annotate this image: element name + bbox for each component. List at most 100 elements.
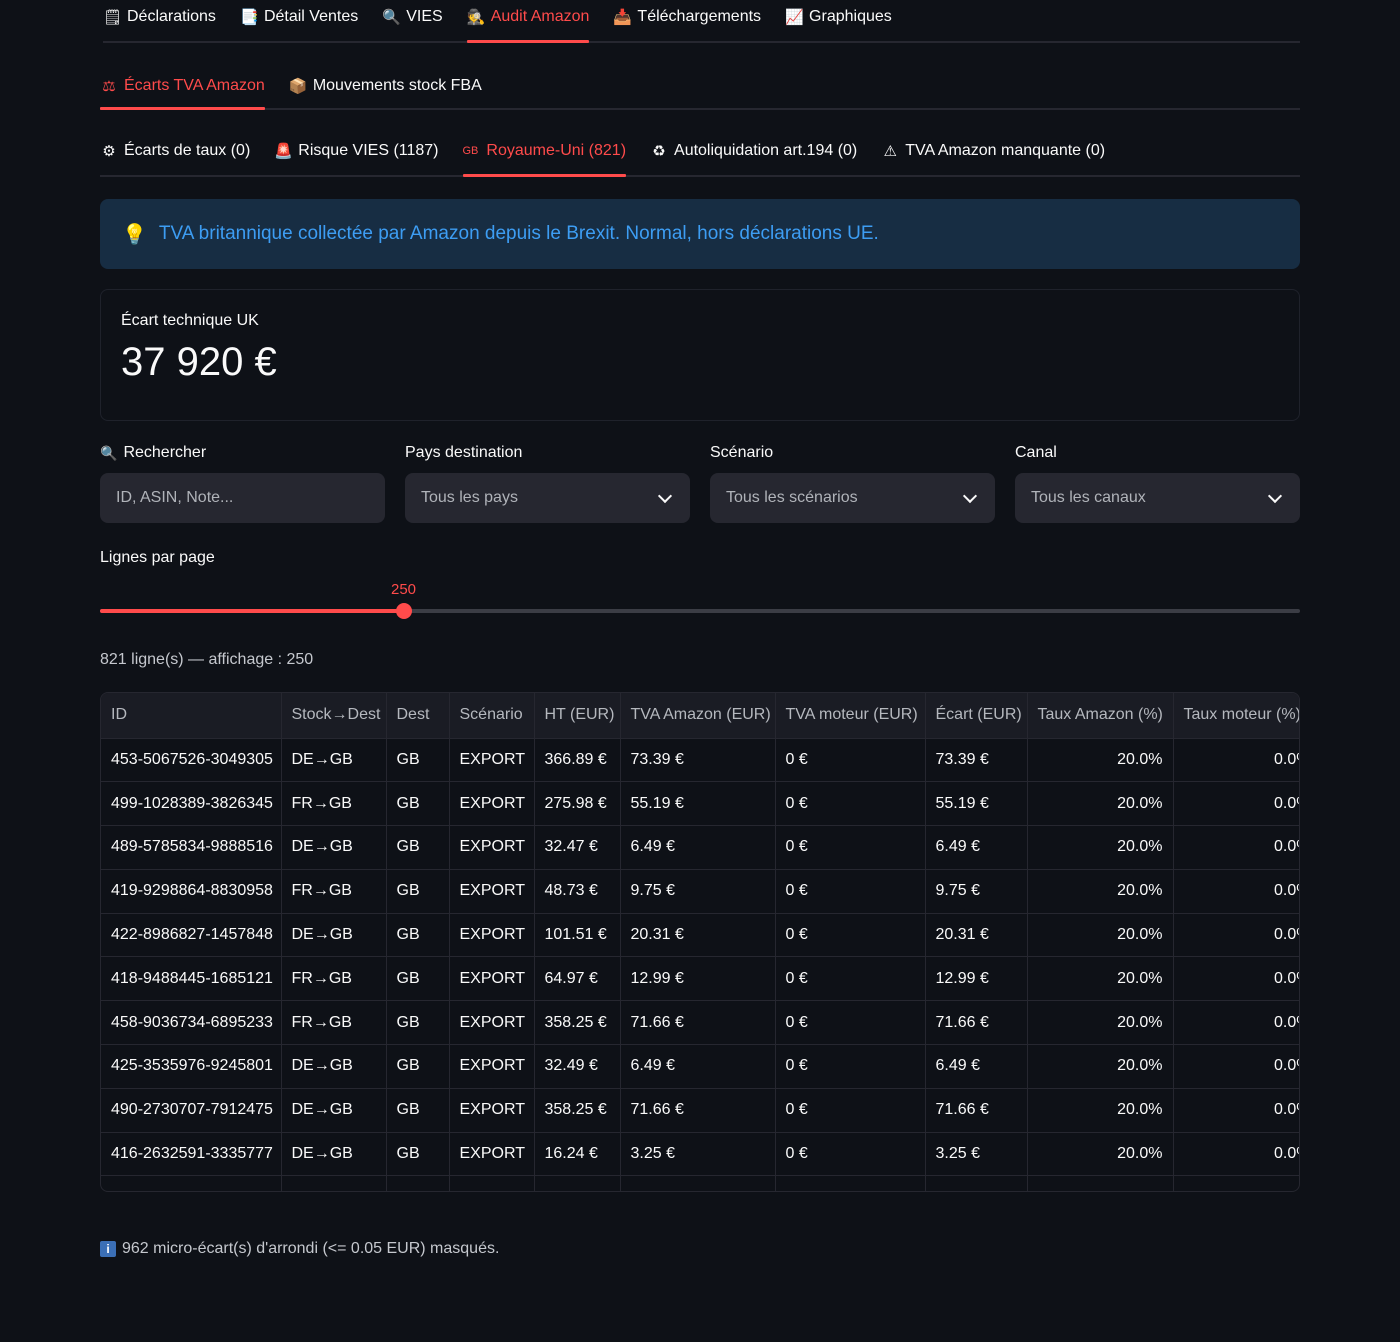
table-row[interactable]: 422-8986827-1457848 DE→GB GB EXPORT 101.51 €… (101, 913, 1299, 958)
table-cell: 20.0% (1027, 1044, 1174, 1089)
scenario-label: Scénario (710, 444, 774, 461)
row-count-text: 821 ligne(s) — affichage : 250 (100, 651, 314, 668)
detail-tab-4[interactable]: ⚠ TVA Amazon manquante (0) (881, 142, 1106, 175)
table-cell: FR→GB (281, 869, 387, 914)
column-header[interactable]: Taux moteur (%) (1173, 693, 1299, 739)
slider-thumb[interactable] (396, 603, 412, 619)
chart-icon: 📈 (785, 9, 804, 26)
info-banner: 💡 TVA britannique collectée par Amazon d… (100, 199, 1300, 269)
detail-tab-1[interactable]: 🚨 Risque VIES (1187) (274, 142, 438, 175)
table-cell: EXPORT (449, 738, 535, 783)
table-cell: 422-8986827-1457848 (101, 913, 282, 958)
table-cell: 20.0% (1027, 1088, 1174, 1133)
table-row[interactable]: 490-2730707-7912475 DE→GB GB EXPORT 358.25 €… (101, 1088, 1299, 1133)
column-header[interactable]: HT (EUR) (534, 693, 621, 739)
table-cell: GB (386, 781, 450, 827)
table-cell: DE→GB (281, 1088, 387, 1133)
info-icon: i (100, 1241, 116, 1257)
table-cell: EXPORT (449, 869, 535, 914)
table-row-partial (101, 1175, 1299, 1191)
country-select[interactable]: Tous les pays (405, 473, 690, 523)
table-cell: FR→GB (281, 781, 387, 827)
table-row[interactable]: 458-9036734-6895233 FR→GB GB EXPORT 358.25 €… (101, 1000, 1299, 1046)
rows-per-page-slider: Lignes par page 250 (100, 549, 1300, 623)
table-row[interactable]: 416-2632591-3335777 DE→GB GB EXPORT 16.24 €3… (101, 1132, 1299, 1177)
column-header[interactable]: Stock→Dest (281, 693, 387, 739)
table-cell: 6.49 € (925, 825, 1028, 870)
table-cell: GB (386, 1088, 450, 1133)
sub-tab-0[interactable]: ⚖ Écarts TVA Amazon (100, 77, 265, 110)
clipboard-icon: 🗒 (103, 9, 123, 26)
metric-card: Écart technique UK 37 920 € (100, 289, 1300, 421)
slider-area[interactable]: 250 (100, 567, 1300, 623)
table-cell: 6.49 € (620, 825, 776, 870)
detail-tab-2[interactable]: GB Royaume-Uni (821) (462, 142, 627, 177)
channel-select[interactable]: Tous les canaux (1015, 473, 1300, 523)
slider-track[interactable] (100, 609, 1300, 613)
table-cell: 12.99 € (925, 956, 1028, 1002)
data-table-container[interactable]: ID Stock→Dest Dest Scénario HT (EUR) TVA Amaz… (100, 692, 1300, 1192)
main-tab-5[interactable]: 📈 Graphiques (785, 8, 892, 41)
table-cell: DE→GB (281, 1132, 387, 1177)
country-filter: Pays destination Tous les pays (405, 443, 690, 523)
column-header[interactable]: TVA Amazon (EUR) (620, 693, 776, 739)
table-cell: 16.24 € (534, 1132, 621, 1177)
table-cell: 458-9036734-6895233 (101, 1000, 282, 1046)
chevron-down-icon (962, 488, 978, 504)
table-cell: 0 € (775, 1044, 926, 1089)
table-cell: 71.66 € (620, 1000, 776, 1046)
table-cell: GB (386, 1132, 450, 1177)
main-tab-2[interactable]: 🔍 VIES (382, 8, 442, 41)
table-row[interactable]: 425-3535976-9245801 DE→GB GB EXPORT 32.49 €6… (101, 1044, 1299, 1089)
table-cell: 0.0% (1173, 825, 1299, 870)
table-cell: EXPORT (449, 913, 535, 958)
table-cell: GB (386, 825, 450, 870)
table-row[interactable]: 419-9298864-8830958 FR→GB GB EXPORT 48.73 €9… (101, 869, 1299, 914)
table-cell (1027, 1175, 1174, 1191)
table-cell: GB (386, 869, 450, 914)
column-header[interactable]: TVA moteur (EUR) (775, 693, 926, 739)
data-table: ID Stock→Dest Dest Scénario HT (EUR) TVA Amaz… (101, 693, 1299, 1191)
table-row[interactable]: 418-9488445-1685121 FR→GB GB EXPORT 64.97 €1… (101, 956, 1299, 1002)
detail-tab-label: Risque VIES (1187) (298, 142, 439, 159)
table-cell: GB (386, 956, 450, 1002)
table-cell (449, 1175, 535, 1191)
document-icon: 📑 (239, 9, 259, 26)
detail-tab-0[interactable]: ⚙ Écarts de taux (0) (100, 142, 250, 175)
table-row[interactable]: 489-5785834-9888516 DE→GB GB EXPORT 32.47 €6… (101, 825, 1299, 870)
table-cell: 3.25 € (925, 1132, 1028, 1177)
column-header[interactable]: Scénario (449, 693, 535, 739)
main-tab-3[interactable]: 🕵 Audit Amazon (466, 8, 589, 43)
table-cell: 20.0% (1027, 869, 1174, 914)
table-row[interactable]: 453-5067526-3049305 DE→GB GB EXPORT 366.89 €… (101, 738, 1299, 783)
main-tab-4[interactable]: 📥 Téléchargements (613, 8, 761, 41)
info-banner-text: TVA britannique collectée par Amazon dep… (158, 223, 879, 244)
table-cell: 416-2632591-3335777 (101, 1132, 282, 1177)
detail-tab-label: Royaume-Uni (821) (486, 142, 627, 159)
table-cell: 20.0% (1027, 825, 1174, 870)
scenario-filter: Scénario Tous les scénarios (710, 443, 995, 523)
table-cell: 275.98 € (534, 781, 621, 827)
column-header[interactable]: Taux Amazon (%) (1027, 693, 1174, 739)
table-cell: GB (386, 738, 450, 783)
table-cell: EXPORT (449, 825, 535, 870)
detail-tab-label: TVA Amazon manquante (0) (905, 142, 1106, 159)
table-cell (925, 1175, 1028, 1191)
column-header[interactable]: Écart (EUR) (925, 693, 1028, 739)
column-header[interactable]: Dest (386, 693, 450, 739)
search-icon: 🔍 (100, 444, 118, 461)
column-header[interactable]: ID (101, 693, 282, 739)
table-cell: EXPORT (449, 1044, 535, 1089)
main-tab-0[interactable]: 🗒 Déclarations (103, 8, 216, 41)
table-row[interactable]: 499-1028389-3826345 FR→GB GB EXPORT 275.98 €… (101, 781, 1299, 827)
main-tab-1[interactable]: 📑 Détail Ventes (240, 8, 358, 41)
scenario-select[interactable]: Tous les scénarios (710, 473, 995, 523)
gb-flag-icon: GB (462, 145, 479, 157)
search-input[interactable]: ID, ASIN, Note... (100, 473, 385, 523)
detail-tab-3[interactable]: ♻ Autoliquidation art.194 (0) (650, 142, 857, 175)
search-label: 🔍 Rechercher (100, 443, 385, 463)
sub-tab-1[interactable]: 📦 Mouvements stock FBA (289, 77, 482, 108)
table-cell: 0 € (775, 869, 926, 914)
table-cell (1173, 1175, 1299, 1191)
metric-value: 37 920 € (121, 340, 277, 384)
